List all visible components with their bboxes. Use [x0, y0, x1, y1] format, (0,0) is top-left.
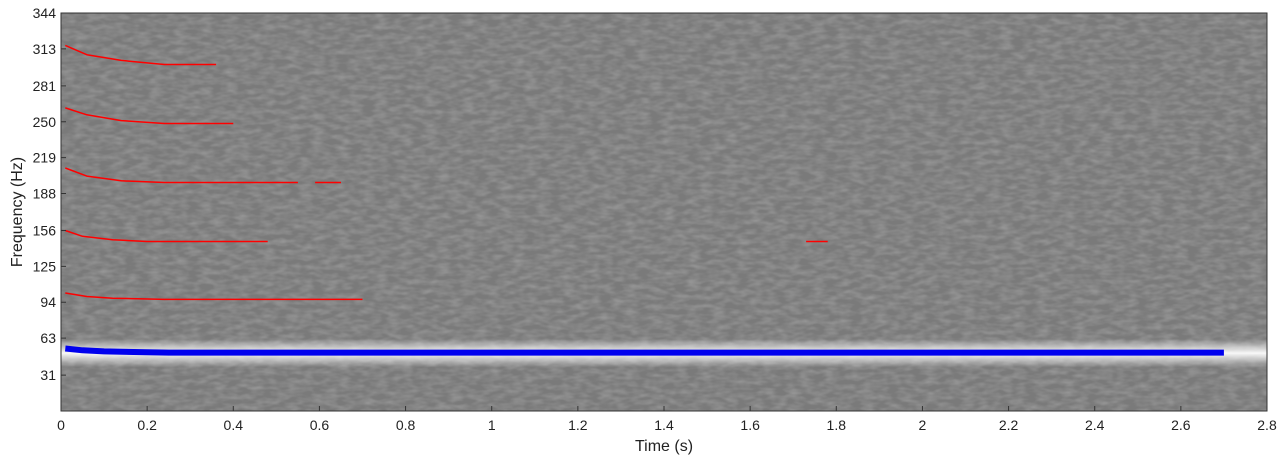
x-tick-label: 0.4 — [224, 417, 244, 433]
y-tick-label: 344 — [33, 5, 57, 21]
pitch-track-0 — [64, 345, 1224, 356]
x-tick-label: 0.6 — [310, 417, 330, 433]
x-tick-label: 1.4 — [654, 417, 674, 433]
x-tick-label: 2 — [919, 417, 927, 433]
x-tick-label: 2.2 — [999, 417, 1019, 433]
x-tick-label: 1.6 — [740, 417, 760, 433]
x-tick-label: 1.2 — [568, 417, 588, 433]
pitch-tracks — [64, 44, 1224, 356]
y-tick-label: 281 — [33, 78, 57, 94]
y-tick-label: 125 — [33, 258, 57, 274]
x-tick-label: 0.2 — [137, 417, 157, 433]
y-tick-label: 219 — [33, 150, 57, 166]
x-tick-label: 2.8 — [1257, 417, 1277, 433]
y-tick-label: 31 — [40, 367, 56, 383]
x-tick-label: 2.6 — [1171, 417, 1191, 433]
x-tick-label: 2.4 — [1085, 417, 1105, 433]
spectrogram-image — [61, 13, 1267, 411]
harmonic-track-7 — [65, 44, 217, 66]
harmonic-track-1 — [65, 292, 363, 301]
y-tick-label: 94 — [40, 294, 56, 310]
y-axis-label: Frequency (Hz) — [9, 157, 26, 267]
y-tick-label: 188 — [33, 185, 57, 201]
y-axis-ticks: 31 63 94 125 156 188 219 250 281 313 344 — [33, 5, 66, 383]
x-tick-label: 0.8 — [396, 417, 416, 433]
x-axis-label: Time (s) — [635, 438, 693, 455]
x-tick-label: 1.8 — [827, 417, 847, 433]
harmonic-track-2 — [65, 229, 268, 243]
x-tick-label: 0 — [57, 417, 65, 433]
harmonic-track-6 — [65, 107, 234, 125]
y-tick-label: 313 — [33, 41, 57, 57]
x-axis-ticks: 0 0.2 0.4 0.6 0.8 1 1.2 1.4 1.6 1.8 2 2.2 2.4 2.6 2.8 — [57, 406, 1277, 433]
y-tick-label: 250 — [33, 114, 57, 130]
x-tick-label: 1 — [488, 417, 496, 433]
harmonic-track-4 — [65, 167, 298, 184]
y-tick-label: 156 — [33, 223, 57, 239]
y-tick-label: 63 — [40, 330, 56, 346]
